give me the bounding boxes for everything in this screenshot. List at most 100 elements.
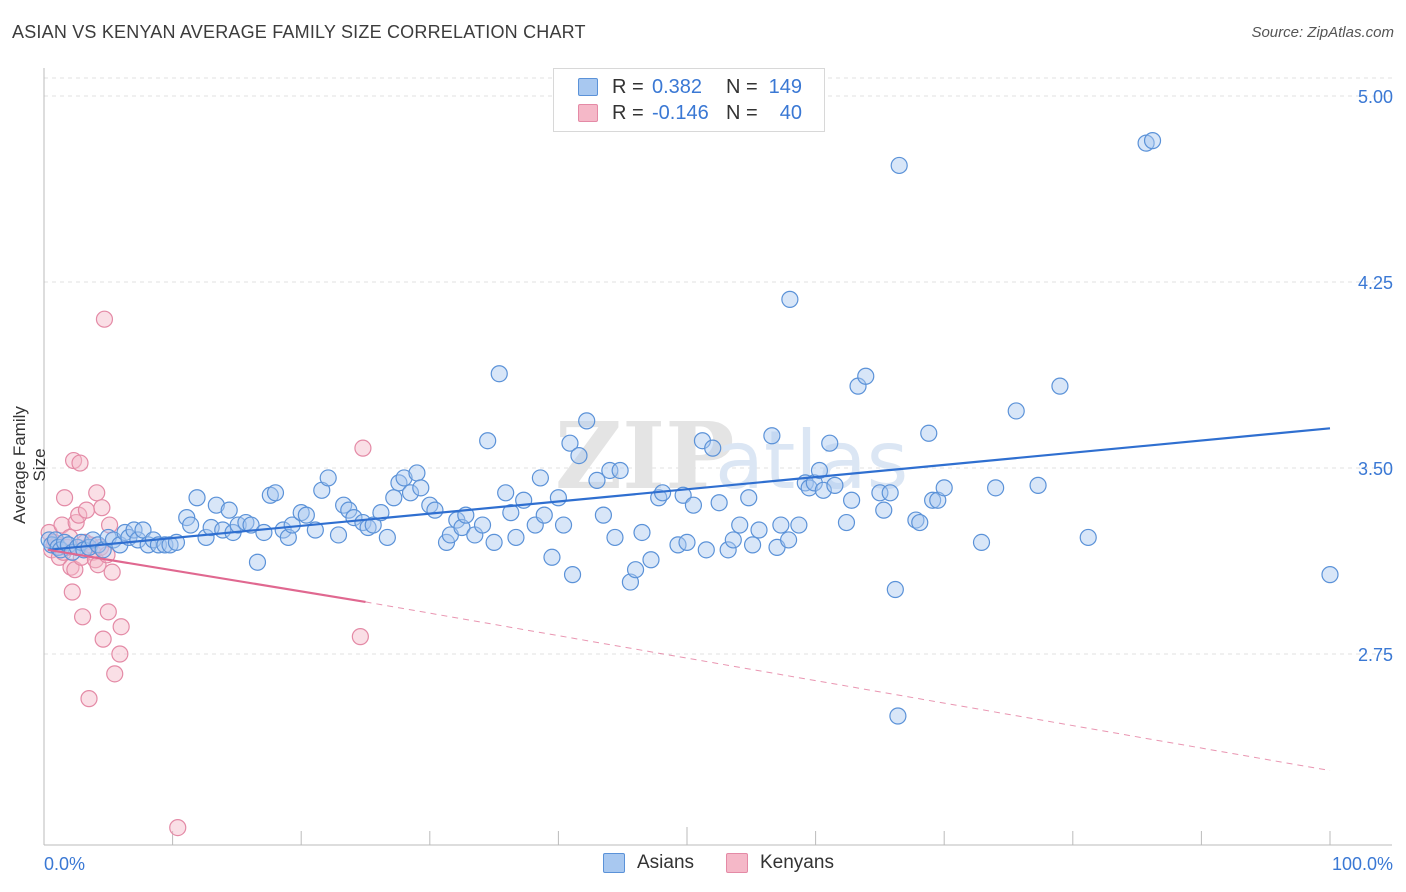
- trendlines: [47, 427, 1331, 772]
- r-value: 0.382: [652, 75, 703, 98]
- asian-point: [319, 469, 337, 487]
- asian-point: [678, 533, 696, 552]
- kenyan-point: [103, 563, 121, 581]
- asian-point: [1051, 377, 1069, 395]
- kenyan-point: [106, 665, 124, 683]
- asian-point: [837, 513, 856, 532]
- asian-point: [781, 290, 799, 308]
- asian-point: [710, 494, 728, 512]
- asian-point: [378, 528, 396, 547]
- asians-legend-swatch: [603, 853, 625, 873]
- asian-point: [911, 513, 929, 532]
- asian-point: [606, 528, 624, 547]
- asian-point: [390, 474, 408, 492]
- asian-point: [408, 464, 426, 482]
- asian-point: [743, 536, 762, 554]
- kenyans-legend-label: Kenyans: [760, 852, 834, 873]
- kenyan-point: [112, 618, 130, 636]
- asian-point: [724, 531, 742, 549]
- asian-point: [242, 516, 260, 534]
- asians-legend-label: Asians: [637, 852, 695, 873]
- asian-point: [790, 516, 808, 534]
- r-label: R =: [612, 75, 644, 98]
- kenyans-trendline-extension: [365, 601, 1331, 772]
- asian-point: [554, 516, 573, 534]
- kenyan-point: [354, 439, 372, 457]
- kenyan-point: [63, 583, 81, 601]
- asian-point: [1029, 476, 1047, 494]
- asian-point: [821, 434, 839, 452]
- n-value: 149: [768, 75, 802, 98]
- asian-point: [255, 523, 273, 542]
- asian-point: [412, 479, 430, 497]
- asian-point: [779, 531, 798, 549]
- watermark: ZIP atlas: [555, 402, 908, 510]
- asian-point: [889, 707, 907, 725]
- kenyan-point: [88, 484, 106, 502]
- asian-point: [935, 479, 953, 497]
- y-tick-label: 4.25: [1358, 273, 1393, 293]
- asian-point: [401, 484, 420, 502]
- asian-point: [633, 523, 651, 542]
- asian-point: [335, 496, 353, 514]
- kenyan-point: [95, 310, 114, 328]
- y-axis-label: Average Family Size: [10, 406, 49, 524]
- asian-point: [881, 484, 899, 502]
- asian-point: [578, 412, 596, 430]
- asians-trendline: [47, 427, 1331, 551]
- y-tick-label: 5.00: [1358, 87, 1393, 107]
- asian-point: [329, 526, 348, 544]
- asian-point: [1143, 132, 1162, 150]
- r-value: -0.146: [652, 101, 709, 124]
- x-tick-label: 100.0%: [1332, 854, 1393, 874]
- asian-point: [810, 461, 829, 480]
- correlation-legend: R = 0.382 N = 149 R = -0.146 N = 40: [553, 68, 825, 132]
- y-tick-label: 2.75: [1358, 645, 1393, 665]
- asian-point: [570, 447, 588, 465]
- bottom-legend-asians[interactable]: Asians: [603, 852, 694, 874]
- y-tick-label: 3.50: [1358, 459, 1393, 479]
- kenyan-point: [169, 818, 187, 837]
- asian-point: [490, 365, 508, 383]
- asian-point: [987, 479, 1005, 497]
- asian-point: [372, 504, 390, 522]
- kenyan-point: [94, 630, 112, 648]
- asian-point: [1079, 528, 1097, 547]
- asian-point: [704, 439, 722, 457]
- kenyan-point: [71, 454, 89, 472]
- r-label: R =: [612, 101, 644, 124]
- asian-point: [972, 533, 991, 552]
- asian-point: [642, 551, 660, 569]
- kenyan-point: [93, 499, 111, 517]
- kenyans-points: [40, 310, 372, 837]
- asian-point: [535, 506, 553, 524]
- asian-point: [772, 516, 790, 534]
- asian-point: [531, 469, 549, 487]
- asian-point: [563, 566, 582, 584]
- asian-point: [750, 521, 768, 539]
- kenyan-point: [55, 489, 74, 507]
- bottom-legend-kenyans[interactable]: Kenyans: [726, 852, 834, 874]
- asian-point: [479, 432, 497, 450]
- asian-point: [843, 491, 861, 509]
- n-label: N =: [726, 101, 758, 124]
- asian-point: [549, 489, 568, 507]
- gridlines: [44, 77, 1392, 655]
- asian-point: [497, 484, 515, 502]
- asian-point: [697, 541, 715, 559]
- legend-row-asians: R = 0.382 N = 149: [578, 74, 802, 100]
- chart-title: ASIAN VS KENYAN AVERAGE FAMILY SIZE CORR…: [12, 22, 586, 42]
- asian-point: [507, 528, 525, 547]
- asian-point: [594, 506, 613, 524]
- x-tick-label: 0.0%: [44, 854, 85, 874]
- tick-labels: 2.75 3.50 4.25 5.00 0.0% 100.0%: [44, 87, 1393, 874]
- kenyans-trendline: [47, 548, 366, 604]
- n-value: 40: [779, 101, 802, 124]
- asian-point: [248, 553, 267, 571]
- asian-point: [385, 489, 403, 507]
- n-label: N =: [726, 75, 758, 98]
- asian-point: [890, 156, 908, 175]
- watermark-zip: ZIP: [555, 402, 734, 510]
- asian-point: [561, 434, 579, 452]
